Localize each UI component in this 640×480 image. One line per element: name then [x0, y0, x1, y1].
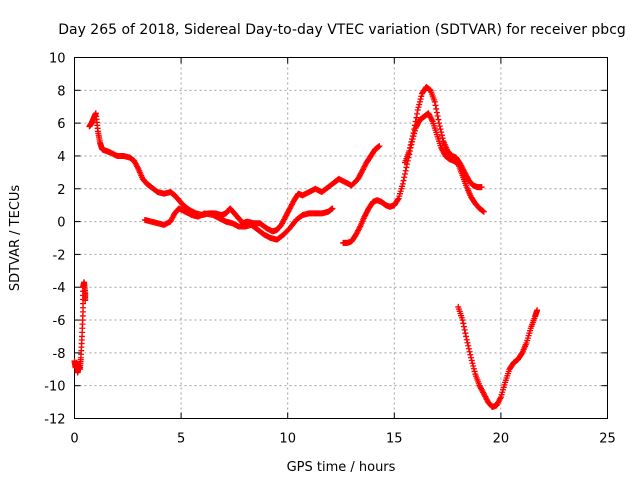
data-point: [412, 118, 419, 125]
data-point: [436, 123, 443, 130]
x-tick-label: 5: [177, 432, 185, 447]
series-arc-3: [141, 205, 336, 243]
data-point: [329, 205, 336, 212]
data-point: [459, 317, 466, 324]
data-point: [534, 307, 541, 314]
y-tick-label: 6: [57, 117, 65, 132]
data-point: [410, 129, 417, 136]
data-point: [406, 145, 413, 152]
data-point: [438, 129, 445, 136]
data-point: [416, 101, 423, 108]
data-point: [433, 109, 440, 116]
data-point: [399, 180, 406, 187]
data-point: [470, 362, 477, 369]
data-point: [403, 164, 410, 171]
data-point: [464, 339, 471, 346]
data-point: [408, 139, 415, 146]
series-arc-1: [71, 279, 89, 376]
chart-title: Day 265 of 2018, Sidereal Day-to-day VTE…: [58, 22, 626, 38]
data-point: [463, 336, 470, 343]
x-tick-labels: 0 5 10 15 20 25: [70, 432, 615, 447]
series-arc-6: [455, 303, 541, 411]
data-point: [431, 98, 438, 105]
data-point: [416, 98, 423, 105]
data-point: [438, 132, 445, 139]
data-point: [460, 320, 467, 327]
y-tick-label: -8: [53, 347, 66, 362]
y-tick-label: 8: [57, 84, 65, 99]
data-point: [409, 132, 416, 139]
data-point: [415, 104, 422, 111]
data-point: [470, 365, 477, 372]
x-tick-label: 25: [599, 432, 616, 447]
y-axis-label: SDTVAR / TECUs: [8, 185, 23, 292]
y-tick-label: -12: [44, 413, 65, 428]
y-tick-label: 0: [57, 216, 65, 231]
data-point: [439, 135, 446, 142]
data-point: [463, 333, 470, 340]
data-point: [478, 184, 485, 191]
x-tick-label: 15: [386, 432, 403, 447]
data-point: [411, 126, 418, 133]
data-points: [71, 84, 541, 411]
y-tick-label: -10: [44, 380, 65, 395]
data-point: [465, 345, 472, 352]
data-point: [469, 360, 476, 367]
x-tick-label: 0: [70, 432, 78, 447]
data-point: [376, 143, 383, 150]
data-point: [437, 126, 444, 133]
data-point: [433, 105, 440, 112]
data-point: [465, 342, 472, 349]
y-tick-labels: -12 -10 -8 -6 -4 -2 0 2 4 6 8 10: [44, 52, 65, 428]
plot-frame: [74, 57, 608, 419]
data-point: [468, 354, 475, 361]
data-point: [400, 177, 407, 184]
data-point: [432, 102, 439, 109]
x-axis-label: GPS time / hours: [287, 460, 396, 475]
data-point: [436, 120, 443, 127]
data-point: [466, 348, 473, 355]
y-tick-label: 4: [57, 150, 65, 165]
axis-ticks: [74, 57, 608, 419]
data-point: [413, 114, 420, 121]
data-point: [411, 122, 418, 129]
data-point: [414, 107, 421, 114]
y-tick-label: -4: [53, 281, 66, 296]
data-point: [434, 113, 441, 120]
data-point: [480, 208, 487, 215]
data-point: [406, 148, 413, 155]
data-point: [461, 326, 468, 333]
data-point: [401, 174, 408, 181]
data-point: [394, 196, 401, 203]
data-point: [82, 297, 89, 304]
x-tick-label: 10: [279, 432, 296, 447]
data-point: [468, 357, 475, 364]
data-point: [407, 142, 414, 149]
data-point: [471, 368, 478, 375]
x-tick-label: 20: [493, 432, 510, 447]
data-point: [418, 93, 425, 100]
data-point: [417, 96, 424, 103]
data-point: [414, 110, 421, 117]
data-point: [409, 135, 416, 142]
data-point: [402, 167, 409, 174]
y-tick-label: 10: [49, 52, 66, 67]
y-tick-label: -2: [53, 248, 66, 263]
data-point: [460, 323, 467, 330]
data-point: [467, 351, 474, 358]
data-point: [435, 116, 442, 123]
series-arc-5: [401, 84, 485, 191]
y-tick-label: -6: [53, 314, 66, 329]
y-tick-label: 2: [57, 183, 65, 198]
data-point: [462, 330, 469, 337]
grid-lines: [74, 57, 608, 419]
data-point: [401, 171, 408, 178]
series-arc-2: [86, 110, 383, 235]
